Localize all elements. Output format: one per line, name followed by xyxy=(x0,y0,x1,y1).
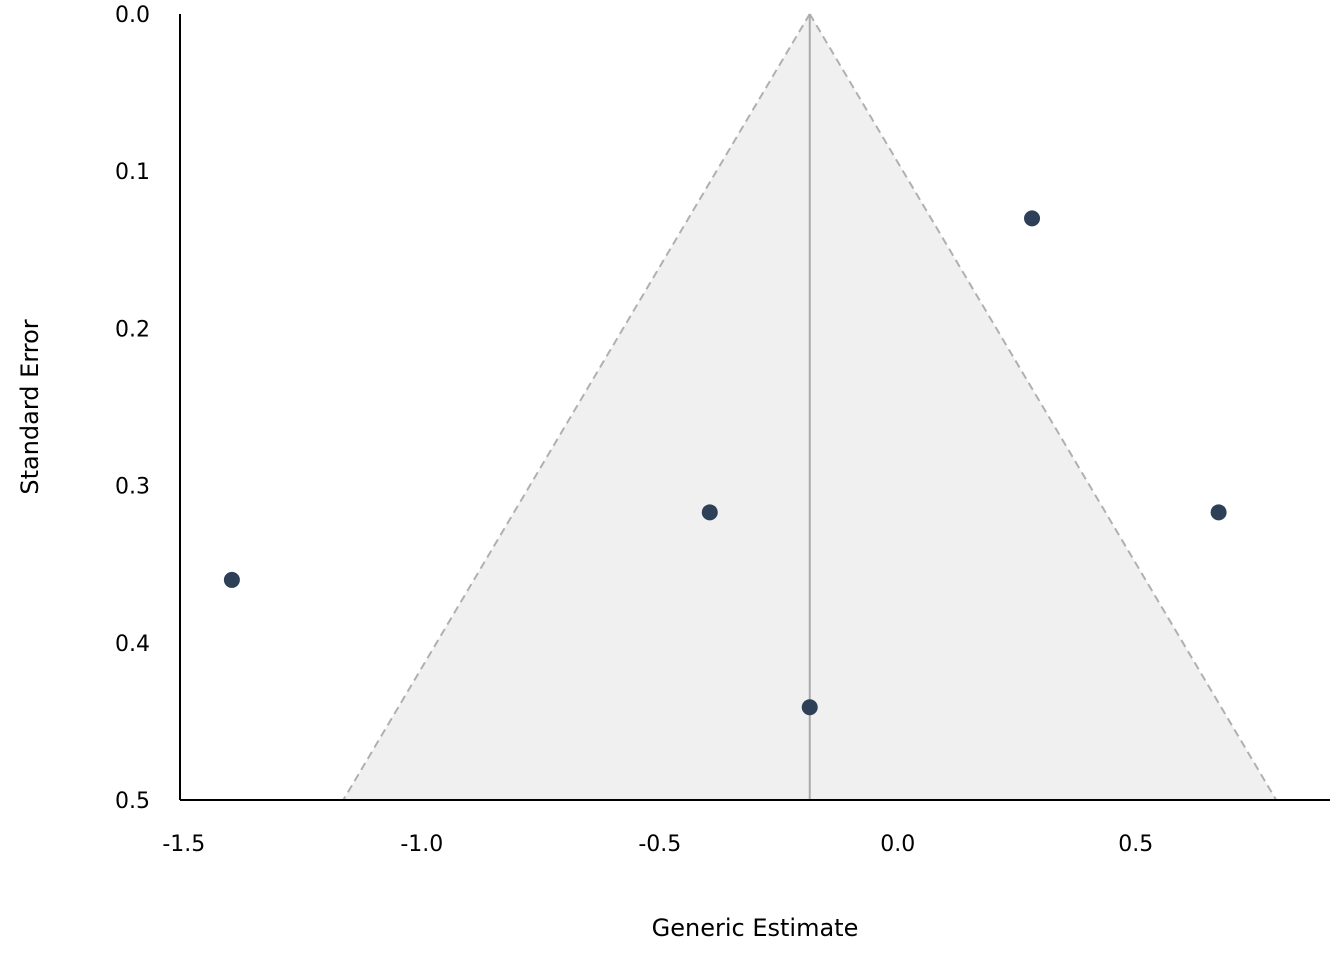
y-tick-labels: 0.0 0.1 0.2 0.3 0.4 0.5 xyxy=(115,3,150,814)
data-points xyxy=(223,210,1227,716)
y-tick-label: 0.5 xyxy=(115,789,150,814)
funnel-left-bound xyxy=(342,13,811,801)
data-point xyxy=(223,571,240,588)
data-point xyxy=(701,504,718,521)
x-tick-label: 0.0 xyxy=(880,832,915,857)
x-tick-label: -0.5 xyxy=(638,832,681,857)
x-tick-label: 0.5 xyxy=(1118,832,1153,857)
funnel-right-bound xyxy=(808,13,1278,801)
y-tick-label: 0.3 xyxy=(115,475,150,500)
funnel-region xyxy=(342,13,1278,801)
y-axis-label: Standard Error xyxy=(16,319,44,494)
x-tick-labels: -1.5 -1.0 -0.5 0.0 0.5 xyxy=(162,832,1153,857)
x-tick-label: -1.5 xyxy=(162,832,205,857)
x-tick-label: -1.0 xyxy=(400,832,443,857)
y-tick-label: 0.4 xyxy=(115,632,150,657)
data-point xyxy=(801,699,818,716)
y-tick-label: 0.2 xyxy=(115,317,150,342)
data-point xyxy=(1210,504,1227,521)
y-tick-label: 0.0 xyxy=(115,3,150,28)
x-axis-label: Generic Estimate xyxy=(652,914,859,942)
y-tick-label: 0.1 xyxy=(115,160,150,185)
data-point xyxy=(1024,210,1041,227)
